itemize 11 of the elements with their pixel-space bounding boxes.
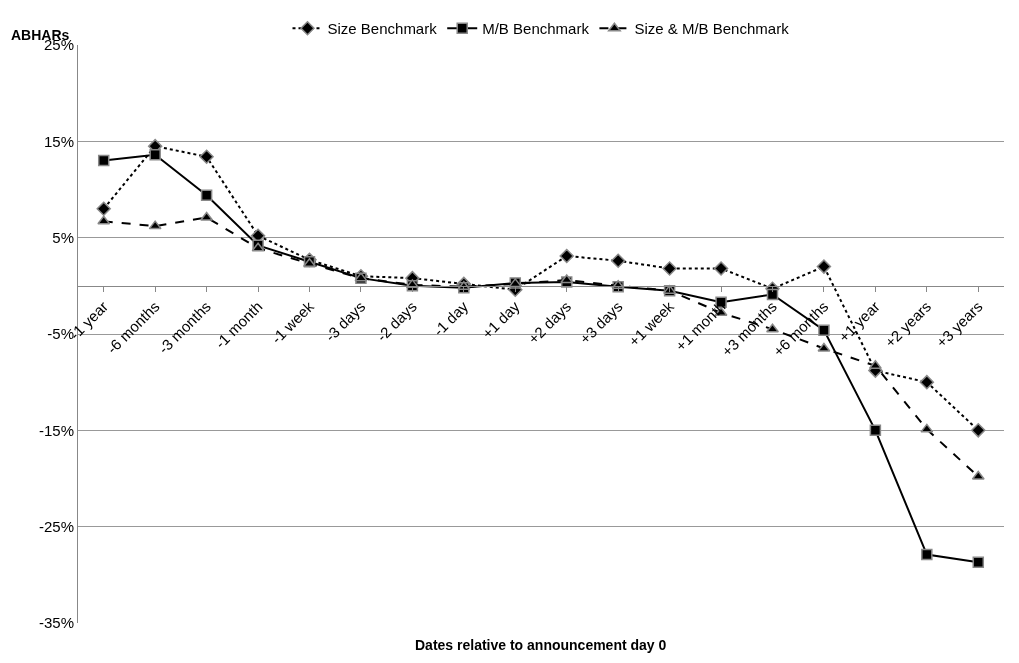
legend-label: Size Benchmark <box>327 20 438 38</box>
legend-label: M/B Benchmark <box>482 20 590 38</box>
y-tick-label: -25% <box>38 517 74 535</box>
x-tick-label: -1 day <box>429 297 472 340</box>
y-tick-label: -35% <box>38 614 74 632</box>
y-tick-label: -15% <box>38 421 74 439</box>
legend-label: Size & M/B Benchmark <box>634 20 790 38</box>
y-tick-label: 5% <box>52 228 74 246</box>
x-tick-label: +1 day <box>478 297 524 342</box>
y-tick-label: 15% <box>43 132 74 150</box>
x-axis-title: Dates relative to announcement day 0 <box>415 637 667 653</box>
